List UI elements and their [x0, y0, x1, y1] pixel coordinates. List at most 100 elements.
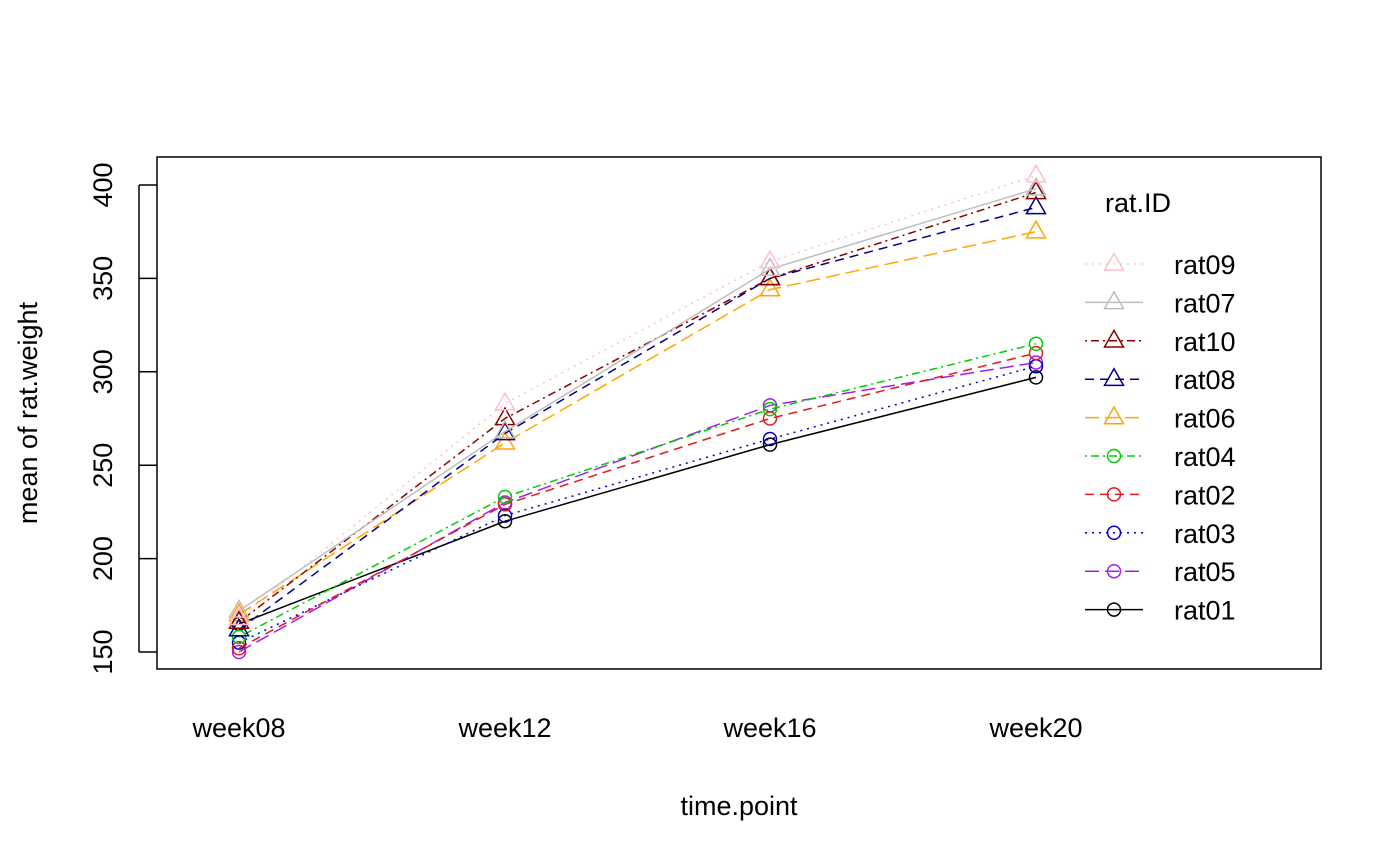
x-tick-label: week08: [191, 713, 285, 743]
data-point-rat02: [1028, 345, 1044, 361]
data-point-rat06: [494, 430, 516, 450]
data-point-rat08: [1025, 195, 1047, 215]
y-tick-label: 400: [88, 162, 118, 207]
series-rat01: [231, 370, 1044, 632]
series-rat09: [228, 163, 1047, 626]
legend-label: rat02: [1174, 480, 1236, 510]
legend-label: rat09: [1174, 250, 1236, 280]
series-line-rat09: [238, 174, 1037, 619]
series-line-rat10: [238, 191, 1037, 623]
legend-item-rat03: rat03: [1085, 519, 1236, 549]
legend-item-rat07: rat07: [1085, 288, 1236, 318]
data-point-rat07: [494, 419, 516, 439]
legend-marker: [1103, 405, 1125, 425]
series-line-rat08: [238, 206, 1037, 631]
series-rat08: [228, 195, 1047, 637]
data-point-rat04: [1028, 336, 1044, 352]
data-point-rat10: [228, 610, 250, 630]
series-rat06: [228, 219, 1047, 622]
y-tick-label: 150: [88, 629, 118, 674]
legend-label: rat05: [1174, 557, 1236, 587]
legend-label: rat03: [1174, 519, 1236, 549]
data-point-rat06: [759, 277, 781, 297]
data-point-rat04: [762, 401, 778, 417]
data-point-rat08: [494, 421, 516, 441]
legend-marker: [1103, 328, 1125, 348]
y-axis: 150 200 250 300 350 400: [88, 162, 157, 675]
x-tick-label: week16: [722, 713, 816, 743]
data-point-rat09: [1025, 163, 1047, 183]
legend-marker: [1103, 290, 1125, 310]
legend-label: rat07: [1174, 288, 1236, 318]
legend-item-rat02: rat02: [1085, 480, 1236, 510]
legend-item-rat08: rat08: [1085, 365, 1236, 395]
data-point-rat06: [228, 602, 250, 622]
series-line-rat07: [238, 188, 1037, 612]
x-axis: week08 week12 week16 week20: [191, 713, 1082, 743]
legend-marker: [1106, 525, 1122, 541]
data-point-rat07: [1025, 176, 1047, 196]
legend-marker: [1103, 367, 1125, 387]
legend-label: rat10: [1174, 327, 1236, 357]
data-point-rat01: [497, 513, 513, 529]
x-axis-label: time.point: [680, 791, 798, 821]
data-point-rat02: [762, 411, 778, 426]
legend-label: rat01: [1174, 596, 1236, 626]
data-point-rat01: [1028, 370, 1044, 385]
legend-item-rat10: rat10: [1085, 327, 1236, 357]
series-rat02: [231, 345, 1044, 656]
series-line-rat04: [238, 343, 1037, 638]
y-tick-label: 350: [88, 256, 118, 301]
legend-item-rat01: rat01: [1085, 596, 1236, 626]
data-point-rat03: [762, 431, 778, 447]
y-tick-label: 250: [88, 443, 118, 488]
data-point-rat06: [1025, 219, 1047, 239]
legend-item-rat05: rat05: [1085, 557, 1236, 587]
data-point-rat01: [762, 437, 778, 452]
data-point-rat07: [759, 257, 781, 276]
series-layer: [228, 163, 1047, 660]
data-point-rat10: [759, 266, 781, 286]
legend-label: rat06: [1174, 404, 1236, 434]
legend-label: rat04: [1174, 442, 1236, 472]
data-point-rat05: [1028, 355, 1044, 370]
series-line-rat03: [238, 365, 1037, 644]
legend-marker: [1106, 602, 1122, 617]
legend-marker: [1106, 563, 1122, 579]
series-rat10: [228, 180, 1047, 630]
data-point-rat05: [231, 644, 247, 660]
y-tick-label: 300: [88, 349, 118, 394]
data-point-rat09: [494, 391, 516, 411]
data-point-rat04: [231, 629, 247, 645]
plot-frame: [156, 156, 1322, 670]
series-rat03: [231, 358, 1044, 650]
legend-marker: [1106, 448, 1122, 464]
series-rat07: [228, 176, 1047, 618]
data-point-rat03: [497, 508, 513, 523]
legend-marker: [1106, 487, 1122, 502]
data-point-rat09: [759, 249, 781, 269]
x-tick-label: week12: [457, 713, 551, 743]
data-point-rat08: [228, 617, 250, 637]
x-tick-label: week20: [988, 713, 1082, 743]
data-point-rat02: [497, 497, 513, 512]
legend-title: rat.ID: [1105, 188, 1171, 218]
legend-label: rat08: [1174, 365, 1236, 395]
series-line-rat02: [238, 352, 1037, 649]
series-line-rat06: [238, 230, 1037, 616]
y-axis-label: mean of rat.weight: [13, 301, 43, 524]
series-rat04: [231, 336, 1044, 645]
legend-item-rat09: rat09: [1085, 250, 1236, 280]
y-tick-label: 200: [88, 536, 118, 581]
legend: rat.ID rat09 rat07 rat10 rat08 rat06 rat04 rat…: [1085, 188, 1236, 626]
legend-marker: [1103, 252, 1125, 271]
data-point-rat02: [231, 641, 247, 656]
legend-item-rat04: rat04: [1085, 442, 1236, 472]
data-point-rat07: [228, 598, 250, 618]
data-point-rat04: [497, 489, 513, 505]
data-point-rat09: [228, 606, 250, 626]
data-point-rat10: [494, 406, 516, 426]
legend-item-rat06: rat06: [1085, 404, 1236, 434]
series-line-rat05: [238, 361, 1037, 653]
